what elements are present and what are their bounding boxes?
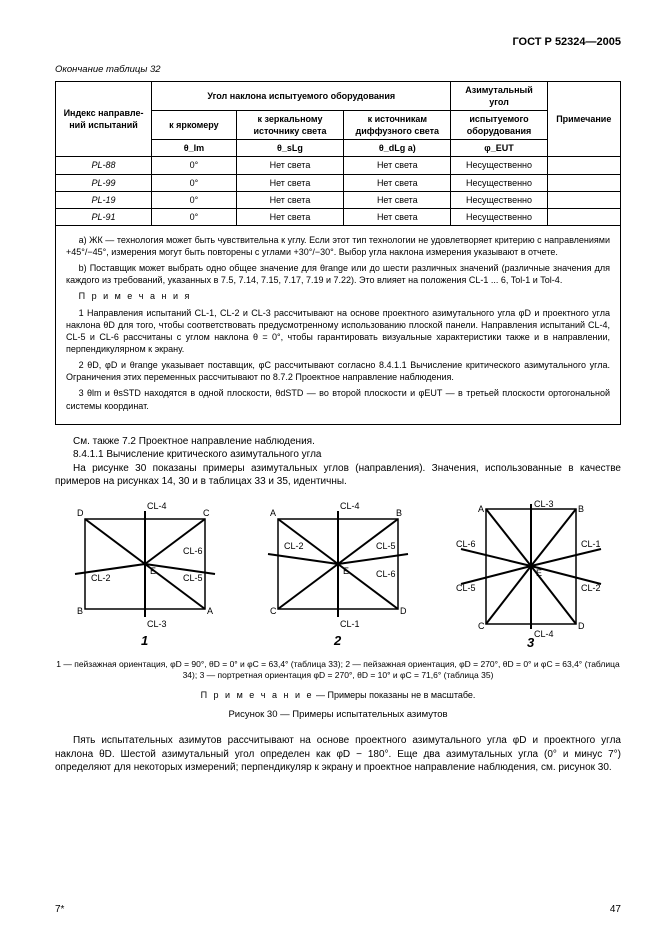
svg-text:CL-2: CL-2 [581,583,601,593]
svg-text:D: D [578,621,585,631]
svg-text:CL-4: CL-4 [340,501,360,511]
th-c3a: к зеркальному источнику света [236,110,343,139]
th-c3b: θ_sLg [236,140,343,157]
page-num-left: 7* [55,903,64,917]
svg-text:A: A [270,508,276,518]
svg-text:E: E [536,568,542,578]
page-num-right: 47 [610,903,621,917]
svg-text:B: B [578,504,584,514]
svg-text:1: 1 [141,633,148,648]
svg-text:CL-6: CL-6 [183,546,203,556]
th-c4b: θ_dLg a) [344,140,451,157]
svg-text:E: E [150,566,156,576]
table-32: Индекс направле- ний испытаний Угол накл… [55,81,621,226]
svg-text:C: C [270,606,277,616]
table-notes: a) ЖК — технология может быть чувствител… [55,226,621,425]
svg-text:CL-3: CL-3 [534,499,554,509]
note-a: a) ЖК — технология может быть чувствител… [66,234,610,258]
svg-text:CL-5: CL-5 [183,573,203,583]
svg-text:CL-3: CL-3 [147,619,167,629]
svg-text:A: A [478,504,484,514]
table-row: PL-19 0° Нет света Нет света Несуществен… [56,191,621,208]
fig-1: CL-4 CL-3 C D A B CL-6 CL-5 CL-2 E 1 [55,499,235,654]
svg-text:CL-5: CL-5 [376,541,396,551]
svg-text:B: B [396,508,402,518]
fig-2: CL-4 CL-1 B A D C CL-5 CL-6 CL-2 E 2 [248,499,428,654]
p2: 8.4.1.1 Вычисление критического азимутал… [55,448,621,462]
note-1: 1 Направления испытаний CL-1, CL-2 и CL-… [66,307,610,356]
svg-text:CL-5: CL-5 [456,583,476,593]
svg-text:C: C [203,508,210,518]
p3: На рисунке 30 показаны примеры азимуталь… [55,462,621,489]
table-row: PL-99 0° Нет света Нет света Несуществен… [56,174,621,191]
body-text-1: См. также 7.2 Проектное направление набл… [55,435,621,489]
svg-text:CL-4: CL-4 [147,501,167,511]
th-c4a: к источникам диффузного света [344,110,451,139]
svg-text:2: 2 [333,633,342,648]
svg-text:D: D [77,508,84,518]
svg-text:CL-1: CL-1 [340,619,360,629]
svg-text:E: E [343,566,349,576]
body-text-2: Пять испытательных азимутов рассчитывают… [55,734,621,775]
svg-text:CL-4: CL-4 [534,629,554,639]
doc-header: ГОСТ Р 52324—2005 [55,35,621,50]
th-c2b: θ_lm [152,140,237,157]
svg-text:CL-1: CL-1 [581,539,601,549]
th-azimuth-group: Азимутальный угол [451,81,547,110]
figure-30: CL-4 CL-3 C D A B CL-6 CL-5 CL-2 E 1 [55,499,621,654]
fig-title: Рисунок 30 — Примеры испытательных азиму… [55,709,621,722]
svg-text:3: 3 [527,635,535,649]
th-tilt-group: Угол наклона испытуемого оборудования [152,81,451,110]
table-row: PL-88 0° Нет света Нет света Несуществен… [56,157,621,174]
prim-label: П р и м е ч а н и я [79,291,192,301]
p1: См. также 7.2 Проектное направление набл… [55,435,621,449]
fig-caption: 1 — пейзажная ориентация, φD = 90°, θD =… [55,659,621,681]
th-index: Индекс направле- ний испытаний [56,81,152,157]
note-2: 2 θD, φD и θrange указывает поставщик, φ… [66,359,610,383]
svg-text:CL-2: CL-2 [284,541,304,551]
svg-text:B: B [77,606,83,616]
svg-text:C: C [478,621,485,631]
p4: Пять испытательных азимутов рассчитывают… [55,734,621,775]
fig-note: П р и м е ч а н и е — Примеры показаны н… [55,689,621,701]
fig-3: CL-3 CL-4 B A D C CL-1 CL-2 CL-6 CL-5 E … [441,499,621,654]
svg-text:CL-2: CL-2 [91,573,111,583]
table-caption: Окончание таблицы 32 [55,64,621,77]
svg-text:A: A [207,606,213,616]
svg-text:D: D [400,606,407,616]
svg-text:CL-6: CL-6 [376,569,396,579]
svg-text:CL-6: CL-6 [456,539,476,549]
table-body: PL-88 0° Нет света Нет света Несуществен… [56,157,621,226]
th-c2a: к яркомеру [152,110,237,139]
th-note: Примечание [547,81,620,157]
note-3: 3 θlm и θsSTD находятся в одной плоскост… [66,387,610,411]
table-row: PL-91 0° Нет света Нет света Несуществен… [56,208,621,225]
note-b: b) Поставщик может выбрать одно общее зн… [66,262,610,286]
th-c5a: испытуемого оборудования [451,110,547,139]
th-c5b: φ_EUT [451,140,547,157]
